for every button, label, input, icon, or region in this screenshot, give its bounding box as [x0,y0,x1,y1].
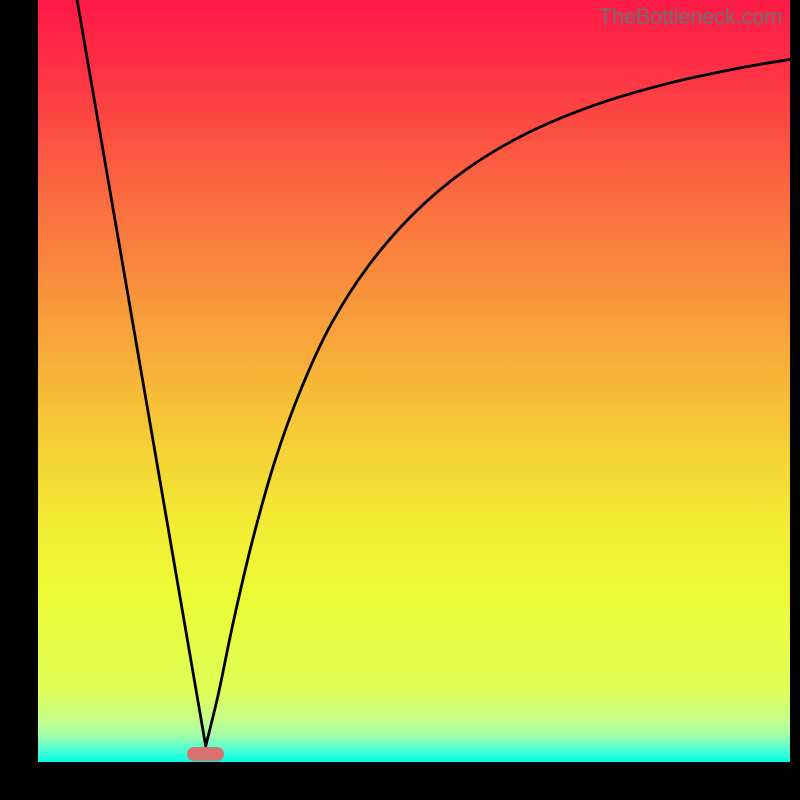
frame-bottom [0,762,800,800]
chart-container: TheBottleneck.com [0,0,800,800]
frame-left [0,0,38,800]
watermark-text: TheBottleneck.com [599,4,782,30]
frame-right [790,0,800,800]
plot-area [38,0,790,762]
minimum-marker [187,747,224,761]
bottleneck-curve [38,0,790,762]
